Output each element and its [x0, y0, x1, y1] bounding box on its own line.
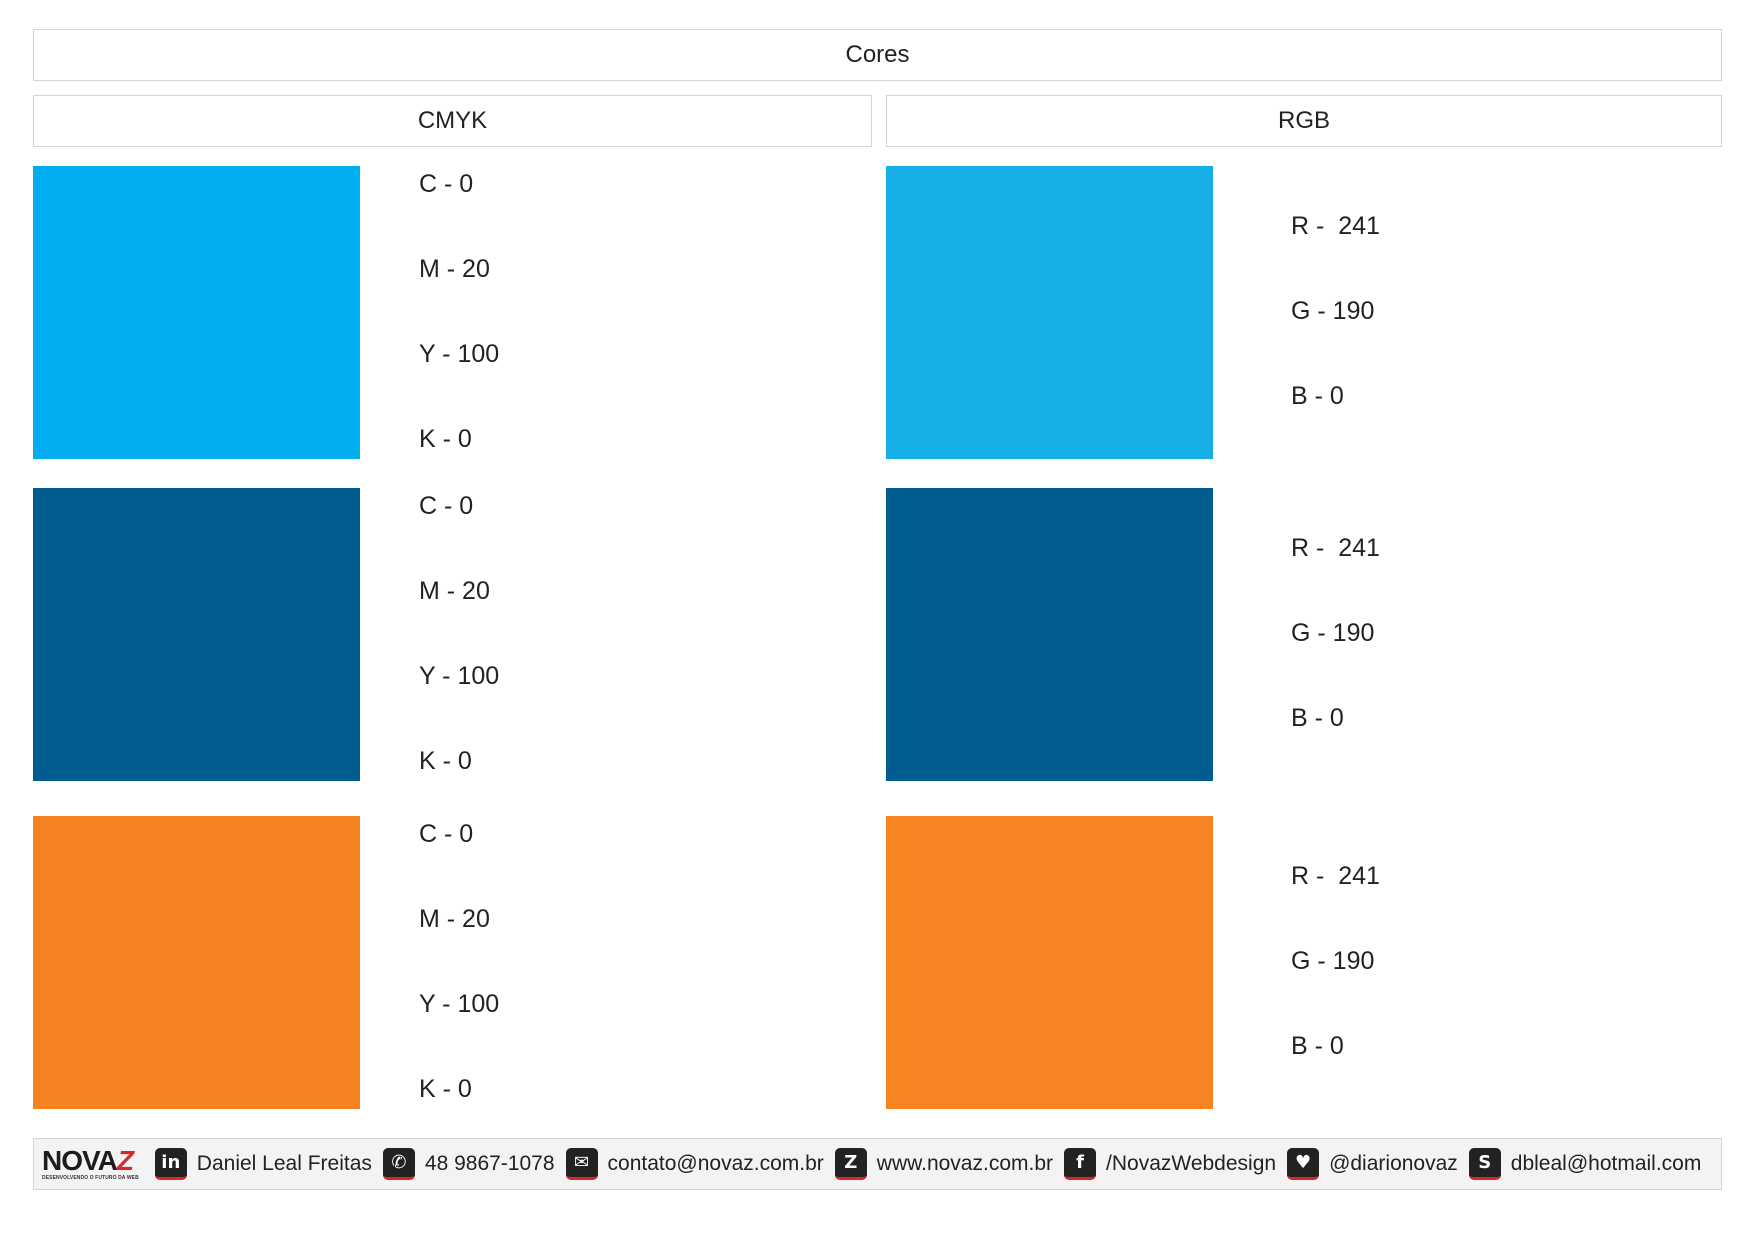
logo-text-z: Z [116, 1145, 134, 1176]
contact-email[interactable]: ✉ contato@novaz.com.br [565, 1148, 824, 1180]
rgb-swatch [886, 488, 1213, 781]
contact-text: www.novaz.com.br [876, 1152, 1054, 1175]
cmyk-c-value: C - 0 [419, 170, 474, 198]
rgb-b-value: B - 0 [1291, 704, 1344, 732]
cmyk-header: CMYK [33, 95, 872, 147]
twitter-icon: ♥ [1287, 1148, 1320, 1180]
rgb-b-value: B - 0 [1291, 382, 1344, 410]
cmyk-m-value: M - 20 [419, 255, 490, 283]
skype-icon: S [1468, 1148, 1501, 1180]
logo-wordmark: NOVAZ [42, 1145, 134, 1176]
contact-whatsapp[interactable]: ✆ 48 9867-1078 [382, 1148, 555, 1180]
color-row: C - 0 M - 20 Y - 100 K - 0 R - 241 G - 1… [0, 166, 1754, 459]
contact-twitter[interactable]: ♥ @diarionovaz [1287, 1148, 1458, 1180]
cmyk-swatch [33, 816, 360, 1109]
rgb-g-value: G - 190 [1291, 947, 1375, 975]
cmyk-m-value: M - 20 [419, 905, 490, 933]
contact-skype[interactable]: S dbleal@hotmail.com [1468, 1148, 1702, 1180]
novaz-logo: NOVAZ DESENVOLVENDO O FUTURO DA WEB [42, 1145, 139, 1182]
cmyk-k-value: K - 0 [419, 425, 472, 453]
rgb-r-value: R - 241 [1291, 862, 1380, 890]
rgb-b-value: B - 0 [1291, 1032, 1344, 1060]
whatsapp-icon: ✆ [382, 1148, 415, 1180]
rgb-header: RGB [886, 95, 1722, 147]
facebook-icon: f [1064, 1148, 1097, 1180]
contact-text: contato@novaz.com.br [607, 1152, 824, 1175]
contact-text: dbleal@hotmail.com [1510, 1152, 1702, 1175]
cmyk-y-value: Y - 100 [419, 990, 500, 1018]
contact-linkedin[interactable]: in Daniel Leal Freitas [154, 1148, 372, 1180]
cmyk-m-value: M - 20 [419, 577, 490, 605]
contact-text: Daniel Leal Freitas [196, 1152, 372, 1175]
rgb-g-value: G - 190 [1291, 619, 1375, 647]
cmyk-swatch [33, 488, 360, 781]
cmyk-c-value: C - 0 [419, 820, 474, 848]
contact-text: 48 9867-1078 [424, 1152, 555, 1175]
logo-tagline: DESENVOLVENDO O FUTURO DA WEB [42, 1175, 139, 1181]
email-icon: ✉ [565, 1148, 598, 1180]
contact-text: /NovazWebdesign [1106, 1152, 1277, 1175]
contact-website[interactable]: Z www.novaz.com.br [834, 1148, 1054, 1180]
cmyk-c-value: C - 0 [419, 492, 474, 520]
page-title: Cores [33, 29, 1722, 81]
website-icon: Z [834, 1148, 867, 1180]
footer-contact-bar: NOVAZ DESENVOLVENDO O FUTURO DA WEB in D… [33, 1138, 1722, 1190]
contact-text: @diarionovaz [1329, 1152, 1458, 1175]
rgb-swatch [886, 166, 1213, 459]
cmyk-swatch [33, 166, 360, 459]
rgb-g-value: G - 190 [1291, 297, 1375, 325]
color-row: C - 0 M - 20 Y - 100 K - 0 R - 241 G - 1… [0, 816, 1754, 1109]
logo-text-main: NOVA [42, 1145, 118, 1176]
color-row: C - 0 M - 20 Y - 100 K - 0 R - 241 G - 1… [0, 488, 1754, 781]
rgb-swatch [886, 816, 1213, 1109]
contact-facebook[interactable]: f /NovazWebdesign [1064, 1148, 1276, 1180]
cmyk-k-value: K - 0 [419, 747, 472, 775]
linkedin-icon: in [154, 1148, 187, 1180]
cmyk-y-value: Y - 100 [419, 662, 500, 690]
rgb-r-value: R - 241 [1291, 212, 1380, 240]
rgb-r-value: R - 241 [1291, 534, 1380, 562]
cmyk-k-value: K - 0 [419, 1075, 472, 1103]
cmyk-y-value: Y - 100 [419, 340, 500, 368]
